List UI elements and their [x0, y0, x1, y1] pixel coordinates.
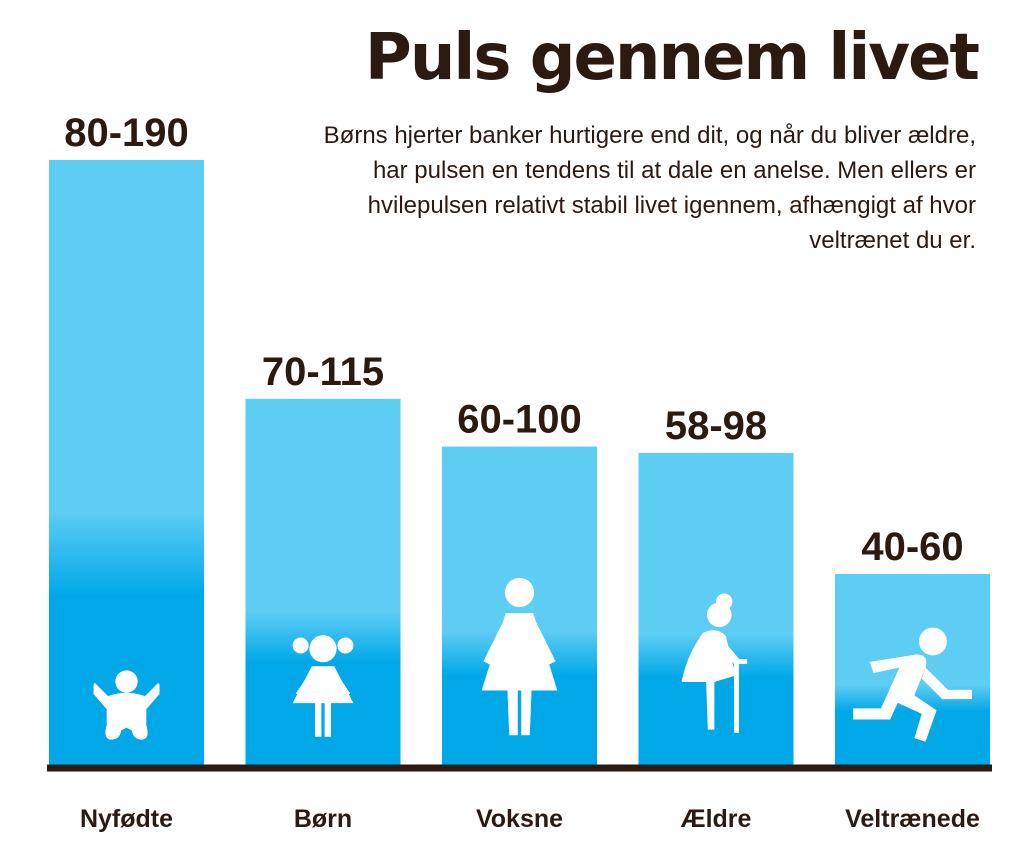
chart-subtitle: Børns hjerter banker hurtigere end dit, …	[323, 122, 976, 254]
category-label: Børn	[294, 805, 352, 833]
bar-value-label: 60-100	[457, 398, 582, 442]
bar-value-label: 80-190	[64, 111, 189, 155]
category-label: Voksne	[476, 805, 563, 833]
bar-value-label: 70-115	[262, 350, 384, 394]
bar-value-label: 40-60	[861, 525, 963, 569]
category-label: Ældre	[681, 805, 752, 833]
category-label: Veltrænede	[845, 805, 980, 833]
bar-2	[245, 398, 401, 765]
bar-value-label: 58-98	[665, 404, 767, 448]
bar-1	[49, 160, 204, 765]
category-label: Nyfødte	[80, 805, 173, 833]
chart-title: Puls gennem livet	[364, 21, 980, 95]
